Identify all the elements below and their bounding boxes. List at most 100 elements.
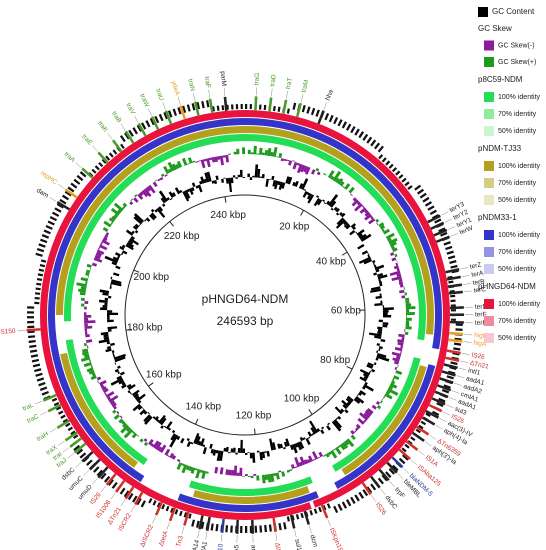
gc-skew-bar bbox=[84, 331, 88, 335]
cds-mark bbox=[170, 507, 174, 514]
gc-content-bar bbox=[371, 368, 376, 373]
gene-mark bbox=[97, 466, 109, 479]
gc-content-bar bbox=[223, 177, 226, 179]
cds-mark bbox=[377, 477, 384, 485]
gene-mark bbox=[436, 235, 450, 243]
gc-skew-bar bbox=[150, 443, 155, 447]
gc-skew-bar bbox=[335, 446, 342, 455]
cds-mark bbox=[350, 126, 356, 134]
gc-skew-bar bbox=[323, 454, 327, 457]
gc-content-bar bbox=[313, 197, 321, 207]
cds-mark bbox=[277, 106, 281, 112]
cds-mark bbox=[419, 192, 427, 199]
gc-skew-bar bbox=[398, 333, 405, 338]
gc-content-bar bbox=[372, 260, 376, 264]
ruler-label: 40 kbp bbox=[316, 257, 346, 268]
legend-heading: pHNGD64-NDM bbox=[478, 282, 536, 291]
identity-ring bbox=[48, 210, 145, 483]
gene-mark bbox=[378, 468, 390, 482]
gene-mark bbox=[445, 268, 460, 274]
gc-skew-bar bbox=[399, 289, 405, 294]
cds-mark bbox=[51, 397, 58, 402]
gc-content-bar bbox=[378, 319, 383, 323]
gc-skew-bar bbox=[171, 163, 177, 171]
gene-leader bbox=[451, 390, 460, 394]
cds-mark bbox=[59, 198, 67, 205]
gene-label: hha bbox=[324, 89, 335, 102]
gc-skew-bar bbox=[217, 155, 221, 160]
gene-leader bbox=[389, 480, 395, 488]
gc-skew-bar bbox=[80, 286, 87, 290]
gene-mark bbox=[441, 370, 456, 377]
gc-content-bar bbox=[103, 334, 109, 338]
gene-mark bbox=[443, 363, 458, 370]
gc-skew-bar bbox=[392, 377, 395, 382]
gc-skew-bar bbox=[139, 438, 144, 443]
gc-skew-bar bbox=[359, 207, 367, 214]
gc-content-bar bbox=[144, 219, 147, 222]
cds-mark bbox=[73, 444, 81, 452]
cds-mark bbox=[196, 102, 201, 110]
gc-skew-bar bbox=[281, 471, 286, 477]
gc-skew-bar bbox=[79, 291, 86, 296]
gc-content-bar bbox=[239, 169, 243, 178]
gc-skew-bar bbox=[383, 228, 390, 235]
cds-mark bbox=[91, 168, 97, 174]
gc-skew-bar bbox=[163, 165, 170, 175]
gc-skew-bar bbox=[267, 474, 272, 483]
gc-skew-bar bbox=[78, 288, 86, 293]
gc-content-bar bbox=[102, 305, 108, 308]
gc-content-bar bbox=[378, 348, 381, 352]
gc-content-bar bbox=[277, 443, 281, 449]
gc-content-bar bbox=[382, 315, 392, 318]
gc-skew-bar bbox=[350, 193, 353, 197]
cds-mark bbox=[156, 502, 161, 508]
cds-mark bbox=[450, 299, 456, 303]
gc-content-bar bbox=[113, 353, 126, 360]
gc-skew-bar bbox=[346, 438, 355, 448]
cds-mark bbox=[55, 406, 62, 411]
gene-leader bbox=[380, 488, 386, 495]
gc-content-bar bbox=[182, 190, 190, 202]
gc-skew-bar bbox=[181, 463, 185, 467]
gc-content-bar bbox=[249, 177, 253, 181]
gc-content-bar bbox=[343, 220, 348, 226]
cds-mark bbox=[230, 525, 233, 533]
gene-mark bbox=[220, 518, 225, 533]
cds-mark bbox=[374, 142, 381, 150]
gc-content-bar bbox=[289, 444, 294, 451]
gene-mark bbox=[164, 110, 173, 125]
gc-content-bar bbox=[268, 179, 272, 181]
cds-mark bbox=[337, 503, 343, 511]
gc-content-bar bbox=[127, 390, 131, 394]
gc-skew-bar bbox=[89, 267, 92, 271]
gc-skew-bar bbox=[101, 239, 110, 246]
cds-mark bbox=[366, 136, 373, 144]
gene-leader bbox=[460, 267, 469, 270]
gc-content-bar bbox=[237, 174, 241, 178]
cds-mark bbox=[401, 177, 407, 183]
gc-skew-bar bbox=[84, 312, 87, 315]
gc-content-bar bbox=[375, 295, 382, 299]
gc-skew-bar bbox=[90, 375, 97, 381]
gene-label: terD bbox=[475, 303, 488, 310]
gc-skew-bar bbox=[397, 364, 399, 368]
cds-mark bbox=[231, 104, 234, 110]
gc-content-bar bbox=[326, 200, 331, 205]
gc-skew-bar bbox=[111, 402, 117, 408]
cds-mark bbox=[318, 506, 322, 513]
gc-skew-bar bbox=[185, 465, 190, 471]
gc-content-bar bbox=[359, 390, 367, 396]
legend-swatch bbox=[484, 195, 494, 205]
gc-skew-bar bbox=[364, 409, 372, 417]
gc-content-bar bbox=[345, 397, 353, 404]
cds-mark bbox=[259, 525, 263, 533]
gene-mark bbox=[446, 349, 461, 355]
gc-content-bar bbox=[363, 258, 373, 265]
cds-mark bbox=[103, 475, 111, 483]
cds-mark bbox=[249, 104, 252, 110]
gene-mark bbox=[47, 403, 62, 413]
gene-leader bbox=[275, 532, 278, 541]
gene-label: ΔIS1 bbox=[273, 542, 282, 550]
gc-content-bar bbox=[145, 217, 151, 222]
